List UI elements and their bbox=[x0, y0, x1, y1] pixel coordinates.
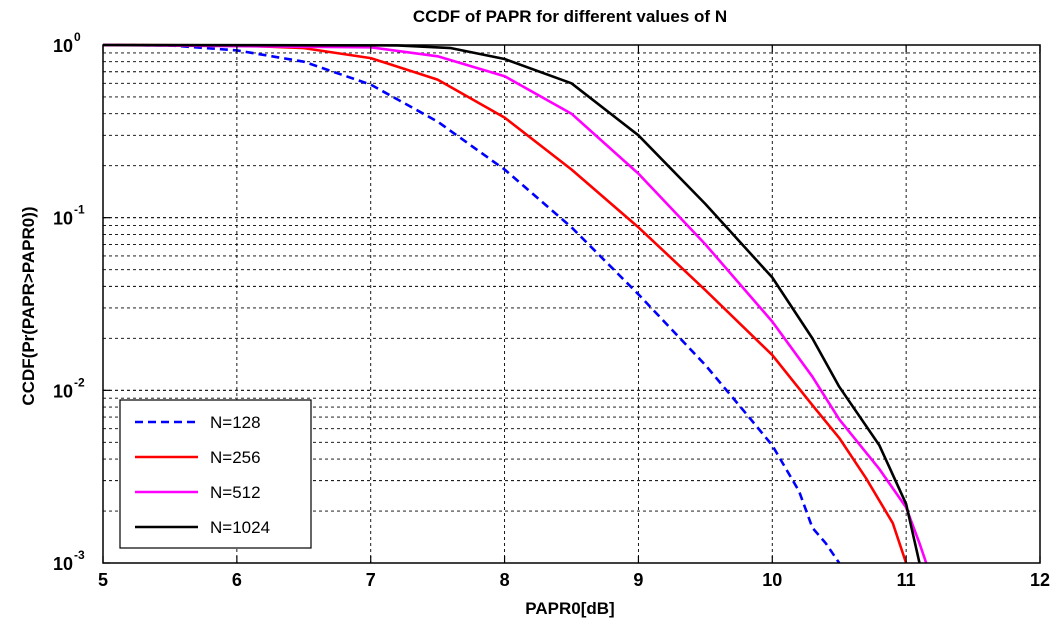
legend-box bbox=[119, 399, 312, 549]
plot-frame bbox=[102, 44, 1041, 564]
y-tick-exponent: -2 bbox=[74, 375, 85, 389]
y-tick-base: 10 bbox=[53, 209, 73, 229]
x-tick-label: 12 bbox=[1030, 570, 1050, 590]
x-tick-label: 11 bbox=[897, 570, 916, 590]
legend: N=128 N=256 N=512 N=1024 bbox=[119, 399, 312, 549]
series-line-n-1024 bbox=[102, 43, 921, 564]
x-axis-label: PAPR0[dB] bbox=[525, 599, 614, 618]
x-tick-label: 10 bbox=[762, 570, 782, 590]
x-tick-label: 6 bbox=[232, 570, 242, 590]
y-tick-exponent: -1 bbox=[74, 203, 85, 217]
y-tick-label: 10 -1 bbox=[53, 203, 85, 229]
legend-label: N=1024 bbox=[210, 518, 270, 537]
series-layer bbox=[102, 43, 928, 564]
x-tick-label: 8 bbox=[500, 570, 510, 590]
legend-label: N=128 bbox=[210, 413, 261, 432]
x-tick-label: 9 bbox=[633, 570, 643, 590]
series-line-n-512 bbox=[102, 43, 928, 564]
x-tick-label: 5 bbox=[98, 570, 108, 590]
y-tick-label: 10 -3 bbox=[53, 548, 85, 574]
y-axis-label: CCDF(Pr(PAPR>PAPR0)) bbox=[19, 206, 38, 405]
x-tick-label: 7 bbox=[366, 570, 376, 590]
y-tick-exponent: 0 bbox=[74, 30, 81, 44]
y-tick-exponent: -3 bbox=[74, 548, 85, 562]
chart-title: CCDF of PAPR for different values of N bbox=[413, 7, 727, 26]
series-line-n-128 bbox=[102, 43, 841, 564]
y-tick-base: 10 bbox=[53, 36, 73, 56]
y-tick-base: 10 bbox=[53, 554, 73, 574]
y-tick-label: 10 -2 bbox=[53, 375, 85, 401]
y-tick-base: 10 bbox=[53, 381, 73, 401]
y-tick-label: 10 0 bbox=[53, 30, 81, 56]
series-line-n-256 bbox=[102, 43, 908, 564]
legend-label: N=512 bbox=[210, 483, 261, 502]
legend-label: N=256 bbox=[210, 448, 261, 467]
x-axis-ticks: 5 6 7 8 9 10 11 12 bbox=[98, 45, 1050, 590]
